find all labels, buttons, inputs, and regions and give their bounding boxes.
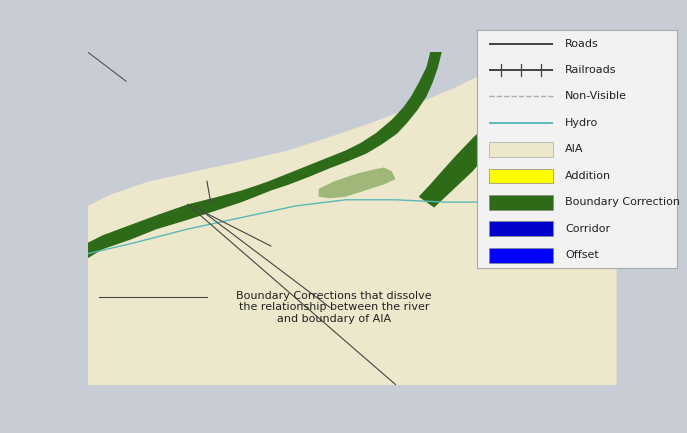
Polygon shape [319, 168, 396, 198]
Text: Railroads: Railroads [565, 65, 617, 75]
Text: Hydro: Hydro [565, 118, 598, 128]
Text: Corridor: Corridor [565, 224, 610, 234]
Bar [489, 142, 553, 157]
Polygon shape [88, 52, 442, 259]
Text: Non-Visible: Non-Visible [565, 91, 627, 101]
Polygon shape [88, 52, 617, 385]
Text: Addition: Addition [565, 171, 611, 181]
Text: Boundary Corrections that dissolve
the relationship between the river
and bounda: Boundary Corrections that dissolve the r… [236, 291, 432, 324]
Polygon shape [88, 187, 257, 248]
Bar [489, 222, 553, 236]
Bar [489, 168, 553, 183]
Bar [489, 195, 553, 210]
Bar [489, 248, 553, 262]
Text: Big Creek: Big Creek [559, 52, 596, 95]
Text: AIA: AIA [565, 144, 584, 155]
Text: Roads: Roads [565, 39, 599, 48]
Text: Offset: Offset [565, 250, 599, 260]
Polygon shape [418, 52, 617, 207]
Text: Boundary Correction: Boundary Correction [565, 197, 680, 207]
